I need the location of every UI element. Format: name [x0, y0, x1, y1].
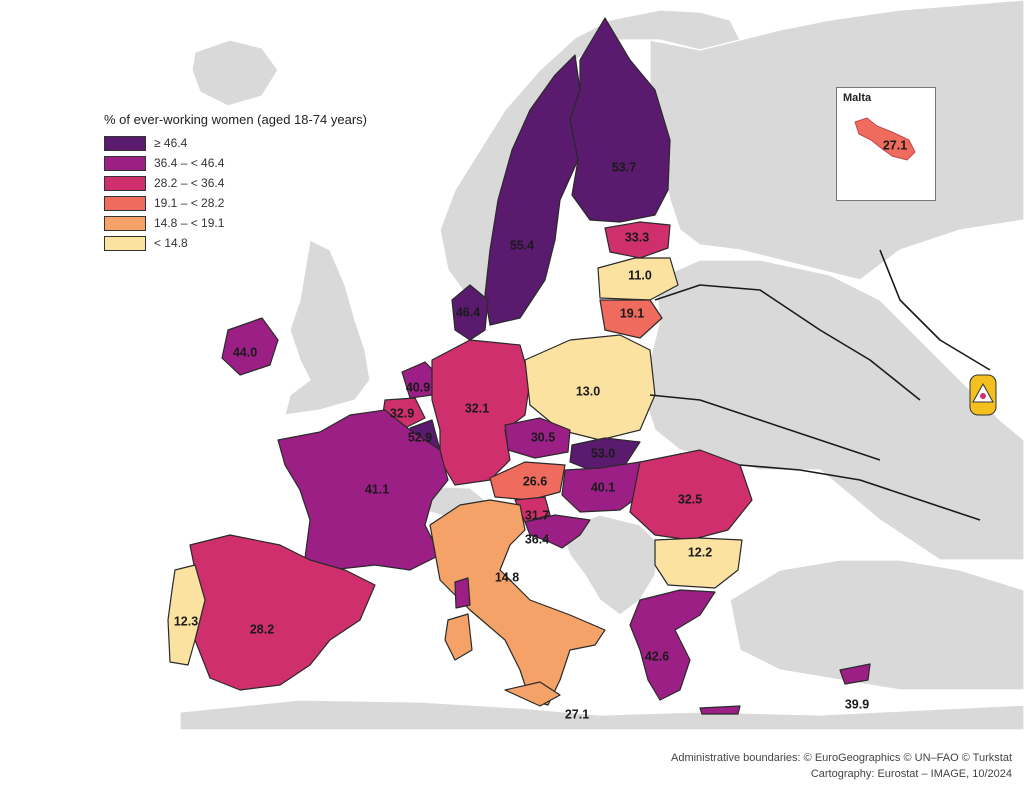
country-italy[interactable] [429, 499, 606, 706]
legend-swatch [104, 135, 146, 151]
legend-label: < 14.8 [154, 236, 188, 250]
country-czechia[interactable] [504, 417, 571, 459]
legend-label: 19.1 – < 28.2 [154, 196, 225, 210]
value-cyprus: 39.9 [845, 697, 869, 711]
value-labels: 53.7 55.4 33.3 11.0 19.1 46.4 44.0 40.9 … [174, 160, 869, 721]
value-luxembourg: 52.9 [408, 430, 432, 444]
country-sardinia[interactable] [444, 613, 473, 661]
country-sicily[interactable] [504, 681, 561, 707]
legend-label: 36.4 – < 46.4 [154, 156, 225, 170]
value-lithuania: 19.1 [620, 306, 644, 320]
value-slovenia: 31.7 [525, 508, 549, 522]
location-marker-icon [969, 374, 997, 416]
value-croatia: 36.4 [525, 532, 549, 546]
country-crete[interactable] [699, 705, 741, 715]
value-portugal: 12.3 [174, 614, 198, 628]
value-poland: 13.0 [576, 384, 600, 398]
border-line [879, 249, 991, 371]
legend-swatch [104, 215, 146, 231]
malta-inset: Malta 27.1 [836, 87, 936, 201]
credits: Administrative boundaries: © EuroGeograp… [671, 750, 1012, 782]
country-cyprus[interactable] [839, 663, 871, 685]
legend-item: 28.2 – < 36.4 [104, 173, 367, 193]
value-netherlands: 40.9 [406, 380, 430, 394]
legend-swatch [104, 155, 146, 171]
value-estonia: 33.3 [625, 230, 649, 244]
country-bulgaria[interactable] [654, 537, 743, 589]
legend-swatch [104, 175, 146, 191]
uk [284, 239, 371, 416]
value-slovakia: 53.0 [591, 446, 615, 460]
legend-title: % of ever-working women (aged 18-74 year… [104, 112, 368, 127]
value-france: 41.1 [365, 482, 389, 496]
value-latvia: 11.0 [628, 268, 652, 282]
country-portugal[interactable] [167, 564, 206, 666]
country-ireland[interactable] [221, 317, 279, 376]
country-denmark[interactable] [451, 284, 489, 341]
eu-countries [167, 17, 871, 715]
value-bulgaria: 12.2 [688, 545, 712, 559]
country-austria[interactable] [489, 461, 566, 501]
legend-label: 28.2 – < 36.4 [154, 176, 225, 190]
country-malta[interactable] [854, 117, 916, 161]
legend-item: 14.8 – < 19.1 [104, 213, 367, 233]
value-finland: 53.7 [612, 160, 636, 174]
value-greece: 42.6 [645, 649, 669, 663]
north-africa [179, 699, 1024, 730]
background-land [179, 0, 1024, 730]
country-germany[interactable] [431, 339, 531, 486]
border-line [649, 394, 881, 461]
credits-cartography: Cartography: Eurostat – IMAGE, 10/2024 [810, 768, 1012, 780]
value-germany: 32.1 [465, 401, 489, 415]
legend: % of ever-working women (aged 18-74 year… [104, 112, 367, 253]
border-line [654, 284, 921, 401]
value-czechia: 30.5 [531, 430, 555, 444]
value-malta: 27.1 [883, 138, 907, 152]
border-line [739, 464, 981, 521]
legend-item: 19.1 – < 28.2 [104, 193, 367, 213]
legend-swatch [104, 195, 146, 211]
value-romania: 32.5 [678, 492, 702, 506]
country-corsica[interactable] [454, 577, 471, 609]
turkey [729, 559, 1024, 691]
legend-item: 36.4 – < 46.4 [104, 153, 367, 173]
country-latvia[interactable] [597, 257, 679, 301]
value-belgium: 32.9 [390, 406, 414, 420]
country-romania[interactable] [629, 449, 753, 541]
country-greece[interactable] [629, 589, 716, 701]
legend-item: ≥ 46.4 [104, 133, 367, 153]
country-poland[interactable] [524, 334, 656, 441]
value-malta-main: 27.1 [565, 707, 589, 721]
value-italy: 14.8 [495, 570, 519, 584]
inset-title: Malta [843, 92, 872, 104]
value-spain: 28.2 [250, 622, 274, 636]
legend-item: < 14.8 [104, 233, 367, 253]
legend-swatch [104, 235, 146, 251]
value-hungary: 40.1 [591, 480, 615, 494]
country-estonia[interactable] [604, 221, 671, 259]
credits-boundaries: Administrative boundaries: © EuroGeograp… [670, 752, 1012, 764]
country-croatia[interactable] [524, 514, 591, 549]
legend-label: 14.8 – < 19.1 [154, 216, 225, 230]
value-austria: 26.6 [523, 474, 547, 488]
malta-inset-map: 27.1 [854, 117, 916, 161]
value-denmark: 46.4 [456, 305, 480, 319]
non-eu-borders [649, 249, 991, 521]
iceland [191, 39, 279, 107]
country-lithuania[interactable] [599, 299, 663, 339]
value-ireland: 44.0 [233, 345, 257, 359]
value-sweden: 55.4 [510, 238, 534, 252]
legend-label: ≥ 46.4 [154, 136, 188, 150]
